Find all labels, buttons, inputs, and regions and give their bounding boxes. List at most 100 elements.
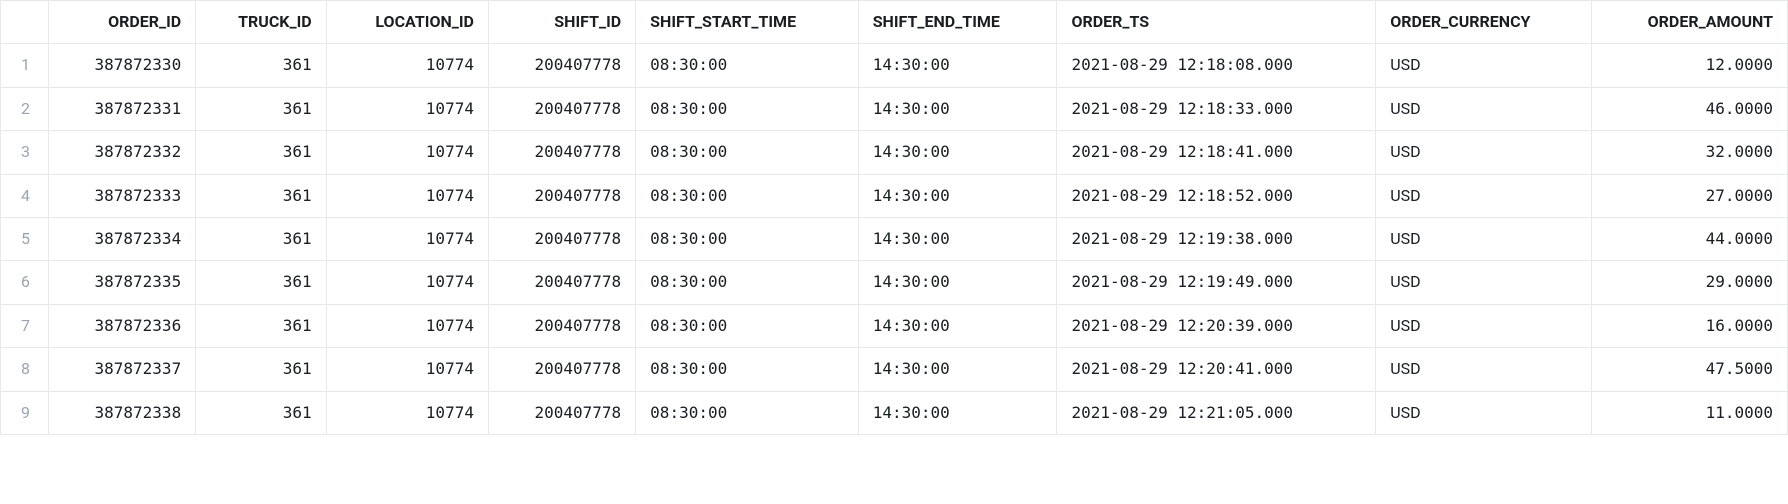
cell-order_amount: 32.0000 bbox=[1591, 131, 1787, 174]
table-row[interactable]: 13878723303611077420040777808:30:0014:30… bbox=[1, 44, 1788, 87]
cell-shift_id: 200407778 bbox=[488, 304, 635, 347]
cell-truck_id: 361 bbox=[196, 174, 326, 217]
table-row[interactable]: 33878723323611077420040777808:30:0014:30… bbox=[1, 131, 1788, 174]
cell-truck_id: 361 bbox=[196, 348, 326, 391]
cell-shift_id: 200407778 bbox=[488, 44, 635, 87]
cell-shift_end_time: 14:30:00 bbox=[858, 217, 1057, 260]
cell-shift_end_time: 14:30:00 bbox=[858, 348, 1057, 391]
cell-order_ts: 2021-08-29 12:20:39.000 bbox=[1057, 304, 1376, 347]
table-row[interactable]: 73878723363611077420040777808:30:0014:30… bbox=[1, 304, 1788, 347]
cell-order_amount: 47.5000 bbox=[1591, 348, 1787, 391]
column-header[interactable]: ORDER_TS bbox=[1057, 1, 1376, 44]
cell-order_ts: 2021-08-29 12:18:52.000 bbox=[1057, 174, 1376, 217]
column-header[interactable]: SHIFT_END_TIME bbox=[858, 1, 1057, 44]
row-number: 8 bbox=[1, 348, 49, 391]
cell-shift_start_time: 08:30:00 bbox=[636, 217, 859, 260]
table-header: ORDER_IDTRUCK_IDLOCATION_IDSHIFT_IDSHIFT… bbox=[1, 1, 1788, 44]
cell-shift_id: 200407778 bbox=[488, 348, 635, 391]
cell-shift_end_time: 14:30:00 bbox=[858, 87, 1057, 130]
cell-order_amount: 12.0000 bbox=[1591, 44, 1787, 87]
cell-shift_end_time: 14:30:00 bbox=[858, 304, 1057, 347]
cell-shift_start_time: 08:30:00 bbox=[636, 348, 859, 391]
cell-location_id: 10774 bbox=[326, 304, 488, 347]
table-row[interactable]: 83878723373611077420040777808:30:0014:30… bbox=[1, 348, 1788, 391]
row-number: 3 bbox=[1, 131, 49, 174]
cell-location_id: 10774 bbox=[326, 261, 488, 304]
cell-order_ts: 2021-08-29 12:20:41.000 bbox=[1057, 348, 1376, 391]
cell-order_ts: 2021-08-29 12:19:49.000 bbox=[1057, 261, 1376, 304]
cell-order_currency: USD bbox=[1376, 174, 1591, 217]
cell-shift_start_time: 08:30:00 bbox=[636, 44, 859, 87]
row-number: 9 bbox=[1, 391, 49, 434]
cell-order_ts: 2021-08-29 12:18:08.000 bbox=[1057, 44, 1376, 87]
cell-shift_start_time: 08:30:00 bbox=[636, 304, 859, 347]
cell-order_currency: USD bbox=[1376, 44, 1591, 87]
row-number: 7 bbox=[1, 304, 49, 347]
cell-shift_start_time: 08:30:00 bbox=[636, 131, 859, 174]
cell-truck_id: 361 bbox=[196, 217, 326, 260]
cell-location_id: 10774 bbox=[326, 391, 488, 434]
column-header[interactable]: SHIFT_ID bbox=[488, 1, 635, 44]
cell-location_id: 10774 bbox=[326, 44, 488, 87]
table-body: 13878723303611077420040777808:30:0014:30… bbox=[1, 44, 1788, 435]
cell-shift_id: 200407778 bbox=[488, 217, 635, 260]
cell-truck_id: 361 bbox=[196, 131, 326, 174]
cell-order_amount: 29.0000 bbox=[1591, 261, 1787, 304]
cell-order_amount: 16.0000 bbox=[1591, 304, 1787, 347]
cell-order_id: 387872330 bbox=[49, 44, 196, 87]
cell-order_currency: USD bbox=[1376, 261, 1591, 304]
column-header[interactable]: ORDER_ID bbox=[49, 1, 196, 44]
cell-shift_start_time: 08:30:00 bbox=[636, 87, 859, 130]
cell-shift_end_time: 14:30:00 bbox=[858, 174, 1057, 217]
cell-location_id: 10774 bbox=[326, 87, 488, 130]
cell-order_amount: 46.0000 bbox=[1591, 87, 1787, 130]
table-row[interactable]: 43878723333611077420040777808:30:0014:30… bbox=[1, 174, 1788, 217]
cell-shift_id: 200407778 bbox=[488, 131, 635, 174]
cell-order_ts: 2021-08-29 12:19:38.000 bbox=[1057, 217, 1376, 260]
column-header[interactable]: ORDER_AMOUNT bbox=[1591, 1, 1787, 44]
table-row[interactable]: 53878723343611077420040777808:30:0014:30… bbox=[1, 217, 1788, 260]
cell-order_currency: USD bbox=[1376, 217, 1591, 260]
cell-location_id: 10774 bbox=[326, 174, 488, 217]
cell-order_currency: USD bbox=[1376, 87, 1591, 130]
cell-order_id: 387872335 bbox=[49, 261, 196, 304]
cell-order_id: 387872336 bbox=[49, 304, 196, 347]
cell-shift_end_time: 14:30:00 bbox=[858, 261, 1057, 304]
cell-shift_start_time: 08:30:00 bbox=[636, 391, 859, 434]
cell-truck_id: 361 bbox=[196, 304, 326, 347]
cell-shift_id: 200407778 bbox=[488, 87, 635, 130]
cell-order_id: 387872333 bbox=[49, 174, 196, 217]
rownum-header bbox=[1, 1, 49, 44]
cell-truck_id: 361 bbox=[196, 44, 326, 87]
cell-order_amount: 27.0000 bbox=[1591, 174, 1787, 217]
cell-order_amount: 44.0000 bbox=[1591, 217, 1787, 260]
cell-order_currency: USD bbox=[1376, 391, 1591, 434]
row-number: 6 bbox=[1, 261, 49, 304]
table-row[interactable]: 63878723353611077420040777808:30:0014:30… bbox=[1, 261, 1788, 304]
cell-shift_end_time: 14:30:00 bbox=[858, 44, 1057, 87]
table-row[interactable]: 23878723313611077420040777808:30:0014:30… bbox=[1, 87, 1788, 130]
column-header[interactable]: TRUCK_ID bbox=[196, 1, 326, 44]
cell-truck_id: 361 bbox=[196, 261, 326, 304]
cell-order_id: 387872338 bbox=[49, 391, 196, 434]
row-number: 5 bbox=[1, 217, 49, 260]
cell-order_ts: 2021-08-29 12:18:41.000 bbox=[1057, 131, 1376, 174]
cell-order_amount: 11.0000 bbox=[1591, 391, 1787, 434]
column-header[interactable]: ORDER_CURRENCY bbox=[1376, 1, 1591, 44]
table-row[interactable]: 93878723383611077420040777808:30:0014:30… bbox=[1, 391, 1788, 434]
cell-order_currency: USD bbox=[1376, 131, 1591, 174]
cell-shift_end_time: 14:30:00 bbox=[858, 391, 1057, 434]
cell-location_id: 10774 bbox=[326, 348, 488, 391]
column-header[interactable]: LOCATION_ID bbox=[326, 1, 488, 44]
cell-order_id: 387872331 bbox=[49, 87, 196, 130]
column-header[interactable]: SHIFT_START_TIME bbox=[636, 1, 859, 44]
cell-shift_end_time: 14:30:00 bbox=[858, 131, 1057, 174]
cell-truck_id: 361 bbox=[196, 391, 326, 434]
cell-shift_start_time: 08:30:00 bbox=[636, 261, 859, 304]
row-number: 4 bbox=[1, 174, 49, 217]
row-number: 1 bbox=[1, 44, 49, 87]
cell-shift_id: 200407778 bbox=[488, 261, 635, 304]
cell-shift_id: 200407778 bbox=[488, 174, 635, 217]
results-table: ORDER_IDTRUCK_IDLOCATION_IDSHIFT_IDSHIFT… bbox=[0, 0, 1788, 435]
cell-order_currency: USD bbox=[1376, 304, 1591, 347]
